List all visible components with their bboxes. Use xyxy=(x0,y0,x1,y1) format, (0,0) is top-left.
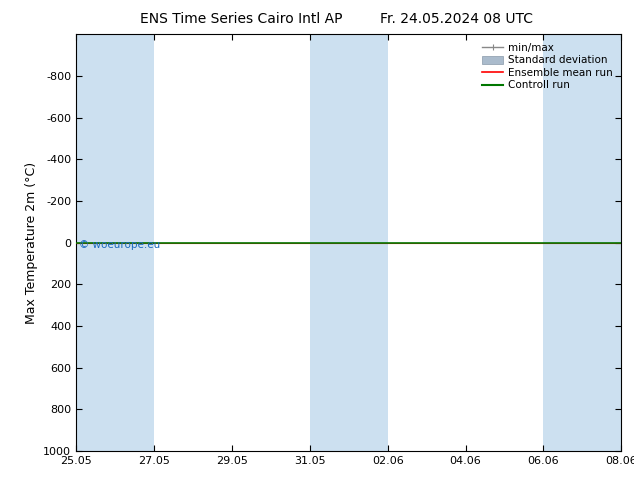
Text: Fr. 24.05.2024 08 UTC: Fr. 24.05.2024 08 UTC xyxy=(380,12,533,26)
Text: ENS Time Series Cairo Intl AP: ENS Time Series Cairo Intl AP xyxy=(139,12,342,26)
Text: © woeurope.eu: © woeurope.eu xyxy=(79,241,160,250)
Bar xyxy=(310,34,387,451)
Bar xyxy=(76,34,154,451)
Bar xyxy=(543,34,621,451)
Legend: min/max, Standard deviation, Ensemble mean run, Controll run: min/max, Standard deviation, Ensemble me… xyxy=(479,40,616,94)
Y-axis label: Max Temperature 2m (°C): Max Temperature 2m (°C) xyxy=(25,162,37,323)
